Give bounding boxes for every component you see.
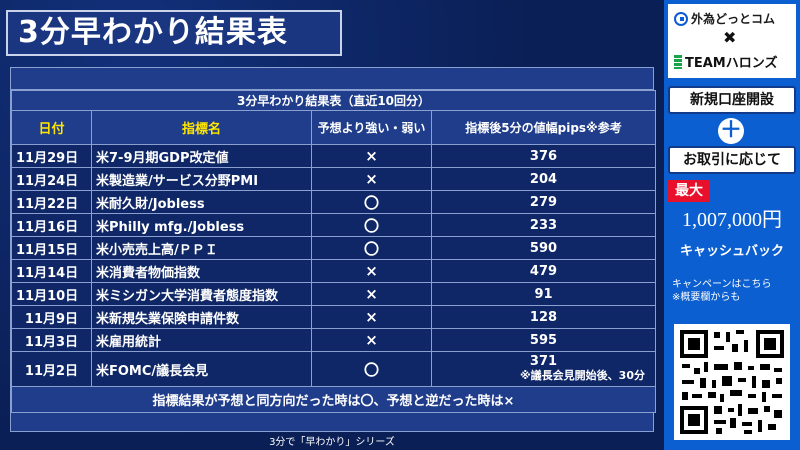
sponsor-logo-box[interactable]: 外為どっとコム ✖ TEAMハロンズ — [668, 4, 796, 78]
column-header-indicator: 指標名 — [91, 110, 312, 145]
row-indicator: 米製造業/サービス分野PMI — [91, 167, 312, 191]
row-result: 〇 — [311, 190, 432, 214]
table-row: 11月9日 米新規失業保険申請件数 × 128 — [11, 305, 656, 329]
row-result: × — [311, 282, 432, 306]
sidebar-ad: 外為どっとコム ✖ TEAMハロンズ 新規口座開設 ＋ お取引に応じて 最大 1… — [664, 0, 800, 450]
table-top-bar — [11, 68, 653, 90]
row-date: 11月29日 — [11, 144, 92, 168]
table-row: 11月16日 米Philly mfg./Jobless 〇 233 — [11, 213, 656, 237]
row-pips: 279 — [431, 190, 656, 214]
table-row: 11月10日 米ミシガン大学消費者態度指数 × 91 — [11, 282, 656, 306]
row-indicator: 米Philly mfg./Jobless — [91, 213, 312, 237]
plus-icon: ＋ — [718, 118, 744, 144]
row-pips-cell: 371 ※議長会見開始後、30分 — [431, 351, 656, 387]
row-pips: 204 — [431, 167, 656, 191]
row-date: 11月22日 — [11, 190, 92, 214]
main-panel: 3分早わかり結果表 3分早わかり結果表（直近10回分） 日付 指標名 予想より強… — [0, 0, 664, 450]
row-date: 11月2日 — [11, 351, 92, 387]
table-row: 11月29日 米7-9月期GDP改定値 × 376 — [11, 144, 656, 168]
open-account-button[interactable]: 新規口座開設 — [668, 86, 796, 114]
row-date: 11月3日 — [11, 328, 92, 352]
table-row: 11月22日 米耐久財/Jobless 〇 279 — [11, 190, 656, 214]
row-result: 〇 — [311, 351, 432, 387]
row-note: ※議長会見開始後、30分 — [519, 369, 645, 382]
row-result: 〇 — [311, 236, 432, 260]
campaign-info[interactable]: キャンペーンはこちら ※概要欄からも — [672, 278, 796, 304]
table-row: 11月14日 米消費者物価指数 × 479 — [11, 259, 656, 283]
team-logo-text: TEAMハロンズ — [685, 56, 778, 71]
row-indicator: 米FOMC/議長会見 — [91, 351, 312, 387]
row-indicator: 米ミシガン大学消費者態度指数 — [91, 282, 312, 306]
team-logo-icon — [674, 54, 682, 69]
gaitame-logo-text: 外為どっとコム — [691, 12, 776, 26]
results-table: 3分早わかり結果表（直近10回分） 日付 指標名 予想より強い・弱い 指標後5分… — [11, 90, 656, 413]
row-pips: 595 — [431, 328, 656, 352]
page-title: 3分早わかり結果表 — [6, 10, 342, 56]
table-row: 11月3日 米雇用統計 × 595 — [11, 328, 656, 352]
gaitame-logo-icon — [674, 11, 688, 26]
series-caption: 3分で「早わかり」シリーズ — [269, 437, 395, 448]
table-row: 11月24日 米製造業/サービス分野PMI × 204 — [11, 167, 656, 191]
row-date: 11月15日 — [11, 236, 92, 260]
gaitame-logo: 外為どっとコム — [674, 10, 775, 27]
row-pips: 128 — [431, 305, 656, 329]
cashback-label: キャッシュバック — [679, 244, 784, 259]
row-indicator: 米雇用統計 — [91, 328, 312, 352]
row-date: 11月16日 — [11, 213, 92, 237]
results-table-container: 3分早わかり結果表（直近10回分） 日付 指標名 予想より強い・弱い 指標後5分… — [10, 67, 656, 432]
row-pips: 91 — [431, 282, 656, 306]
campaign-line-1: キャンペーンはこちら — [672, 279, 772, 290]
row-indicator: 米耐久財/Jobless — [91, 190, 312, 214]
row-result: × — [311, 328, 432, 352]
row-result: 〇 — [311, 213, 432, 237]
table-caption: 3分早わかり結果表（直近10回分） — [11, 90, 656, 111]
table-footnote: 指標結果が予想と同方向だった時は〇、予想と逆だった時は× — [11, 386, 656, 413]
team-harons-logo: TEAMハロンズ — [674, 52, 778, 71]
max-badge: 最大 — [668, 180, 710, 202]
row-result: × — [311, 305, 432, 329]
row-result: × — [311, 259, 432, 283]
cross-icon: ✖ — [723, 28, 737, 47]
row-result: × — [311, 144, 432, 168]
row-pips: 371 — [529, 354, 558, 369]
row-date: 11月9日 — [11, 305, 92, 329]
row-date: 11月14日 — [11, 259, 92, 283]
table-row: 11月15日 米小売売上高/ＰＰＩ 〇 590 — [11, 236, 656, 260]
qr-code[interactable] — [674, 324, 790, 440]
row-result: × — [311, 167, 432, 191]
column-header-pips: 指標後5分の値幅pips※参考 — [431, 110, 656, 145]
row-pips: 233 — [431, 213, 656, 237]
row-pips: 376 — [431, 144, 656, 168]
row-date: 11月24日 — [11, 167, 92, 191]
qr-code-icon — [674, 324, 790, 440]
column-header-date: 日付 — [11, 110, 92, 145]
cashback-amount: 1,007,000円 — [682, 209, 782, 231]
row-date: 11月10日 — [11, 282, 92, 306]
column-header-result: 予想より強い・弱い — [311, 110, 432, 145]
row-indicator: 米新規失業保険申請件数 — [91, 305, 312, 329]
row-pips: 590 — [431, 236, 656, 260]
row-indicator: 米消費者物価指数 — [91, 259, 312, 283]
according-to-trade-label: お取引に応じて — [668, 146, 796, 174]
row-indicator: 米7-9月期GDP改定値 — [91, 144, 312, 168]
table-row: 11月2日 米FOMC/議長会見 〇 371 ※議長会見開始後、30分 — [11, 351, 656, 387]
row-pips: 479 — [431, 259, 656, 283]
row-indicator: 米小売売上高/ＰＰＩ — [91, 236, 312, 260]
campaign-line-2: ※概要欄からも — [672, 292, 741, 303]
